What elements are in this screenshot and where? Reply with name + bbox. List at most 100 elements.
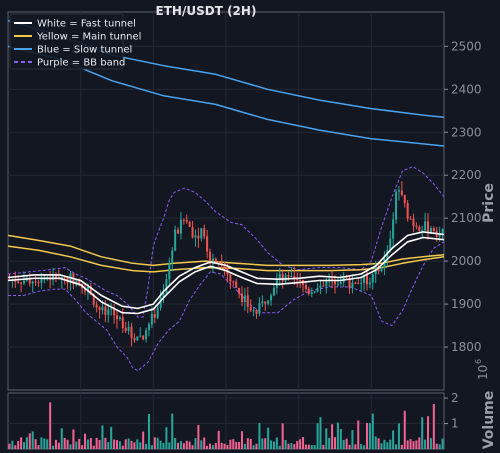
- candle-body: [333, 281, 337, 285]
- volume-bar: [409, 439, 412, 449]
- volume-bar: [426, 416, 430, 449]
- candle-body: [110, 308, 113, 310]
- volume-bar: [264, 438, 267, 449]
- volume-bar: [328, 437, 331, 449]
- volume-bar: [287, 443, 290, 449]
- candle-body: [255, 310, 258, 314]
- volume-bar: [34, 439, 37, 449]
- candle-body: [124, 328, 127, 331]
- candle-body: [208, 251, 212, 264]
- volume-bar: [84, 433, 87, 449]
- volume-bar: [403, 410, 406, 449]
- volume-bar: [229, 439, 232, 449]
- candle-body: [421, 230, 424, 232]
- candle-body: [246, 295, 249, 307]
- volume-bar: [380, 443, 383, 449]
- volume-bar: [86, 439, 89, 449]
- volume-bar: [258, 423, 261, 449]
- candle-body: [316, 287, 319, 292]
- volume-bar: [168, 442, 171, 449]
- candle-body: [319, 285, 322, 288]
- candle-body: [104, 306, 107, 315]
- bb-band-lower: [8, 241, 445, 372]
- price-tick-label: 2500: [451, 39, 482, 53]
- candle-body: [389, 238, 392, 250]
- volume-bar: [406, 440, 409, 449]
- volume-bar: [319, 417, 322, 449]
- price-axis-ticks: 1800 1900 2000 2100 2200 2300 2400 2500: [444, 39, 482, 354]
- candle-body: [409, 218, 412, 220]
- candle-body: [351, 282, 354, 289]
- candle-body: [424, 221, 427, 231]
- candle-body: [287, 275, 290, 277]
- candle-body: [432, 228, 435, 231]
- candle-body: [354, 282, 357, 284]
- candle-body: [380, 268, 383, 272]
- volume-axis-label-group: Volume 10 6: [474, 359, 497, 449]
- candle-body: [403, 194, 406, 204]
- volume-bar: [374, 436, 377, 449]
- candle-body: [357, 283, 360, 285]
- volume-bar: [357, 420, 360, 449]
- candle-body: [20, 282, 23, 284]
- candle-body: [31, 281, 34, 284]
- candle-body: [211, 258, 214, 264]
- price-tick-label: 2200: [451, 168, 482, 182]
- candle-body: [177, 229, 180, 234]
- candle-body: [92, 294, 95, 305]
- volume-bar: [377, 438, 380, 449]
- candle-body: [52, 274, 55, 281]
- volume-bar: [363, 445, 366, 449]
- volume-bar: [246, 438, 249, 449]
- volume-bar: [211, 445, 214, 449]
- volume-bar: [325, 428, 328, 449]
- volume-bar: [20, 437, 23, 449]
- volume-bar: [203, 437, 206, 449]
- candle-body: [249, 306, 252, 311]
- candle-body: [293, 276, 296, 278]
- volume-bar: [92, 445, 95, 449]
- candle-body: [392, 219, 395, 239]
- volume-bar: [313, 445, 316, 449]
- candle-body: [174, 229, 177, 251]
- candle-body: [136, 336, 139, 341]
- candle-body: [229, 274, 232, 282]
- volume-bar: [185, 440, 188, 449]
- candle-body: [412, 218, 415, 226]
- volume-bar: [162, 442, 165, 449]
- volume-bar: [31, 431, 34, 449]
- candle-body: [49, 278, 52, 281]
- candle-body: [40, 279, 43, 283]
- candle-body: [348, 278, 351, 289]
- volume-bar: [270, 440, 273, 449]
- candle-body: [415, 225, 418, 227]
- volume-bar: [66, 439, 69, 449]
- volume-bar: [371, 413, 374, 449]
- volume-bar: [14, 445, 17, 449]
- volume-bar: [52, 445, 55, 449]
- candle-body: [322, 285, 325, 287]
- candle-body: [397, 190, 400, 192]
- volume-bar: [275, 437, 278, 449]
- candle-body: [258, 303, 261, 314]
- volume-axis-ticks: 12: [444, 391, 459, 431]
- volume-bar: [142, 431, 145, 449]
- candle-body: [139, 335, 142, 337]
- volume-bar: [130, 440, 133, 449]
- volume-bar: [278, 445, 281, 449]
- candle-body: [418, 226, 421, 231]
- candle-body: [165, 279, 168, 294]
- volume-bar: [46, 439, 49, 449]
- volume-tick-label: 2: [451, 391, 459, 405]
- candle-body: [232, 281, 235, 283]
- chart-title: ETH/USDT (2H): [156, 4, 257, 18]
- volume-bar: [302, 437, 305, 449]
- volume-bar: [124, 439, 127, 449]
- volume-bar: [243, 443, 246, 449]
- candle-body: [84, 287, 87, 292]
- legend: White = Fast tunnel Yellow = Main tunnel B…: [9, 13, 141, 70]
- candle-body: [168, 262, 171, 280]
- volume-bar: [333, 437, 337, 449]
- candle-body: [203, 228, 206, 237]
- main-tunnel-lower: [7, 245, 445, 273]
